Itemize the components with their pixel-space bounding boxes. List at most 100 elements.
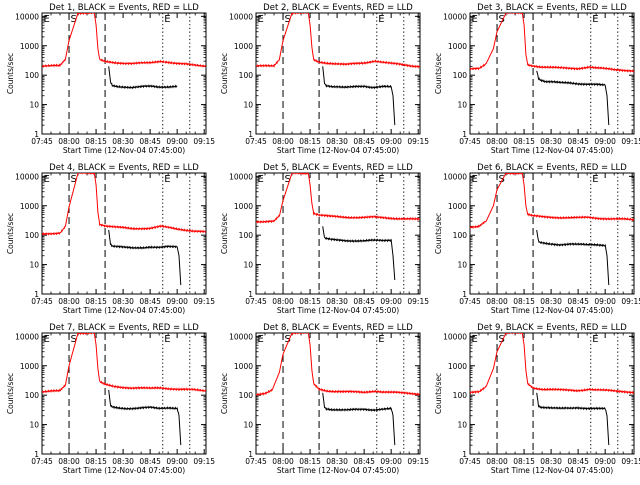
x-tick-label: 08:00 [486, 137, 508, 146]
chart-title: Det 6, BLACK = Events, RED = LLD [477, 163, 627, 173]
lld-rate-series [470, 13, 634, 73]
chart-title: Det 8, BLACK = Events, RED = LLD [263, 323, 413, 333]
y-tick-label: 10000 [15, 332, 39, 341]
chart-title: Det 2, BLACK = Events, RED = LLD [263, 3, 413, 13]
x-tick-label: 08:45 [139, 137, 161, 146]
y-tick-label: 1 [34, 290, 39, 299]
y-axis-label: Counts/sec [6, 373, 15, 414]
chart-panel-5: Det 5, BLACK = Events, RED = LLD 1 10 100 10… [220, 163, 429, 315]
x-tick-label: 08:15 [299, 297, 321, 306]
y-tick-label: 10000 [229, 172, 253, 181]
chart-panel-2: Det 2, BLACK = Events, RED = LLD 1 10 100 10… [220, 3, 429, 155]
y-tick-label: 10 [243, 261, 253, 270]
y-tick-label: 10000 [443, 332, 467, 341]
x-axis-label: Start Time (12-Nov-04 07:45:00) [63, 306, 185, 315]
chart-panel-7: Det 7, BLACK = Events, RED = LLD 1 10 100 10… [6, 323, 215, 475]
x-axis-label: Start Time (12-Nov-04 07:45:00) [491, 146, 613, 155]
x-tick-label: 08:30 [326, 137, 348, 146]
x-axis-label: Start Time (12-Nov-04 07:45:00) [491, 306, 613, 315]
events-rate-series [108, 66, 178, 90]
plot-frame [41, 12, 207, 135]
x-tick-label: 09:15 [407, 297, 429, 306]
x-tick-label: 07:45 [459, 297, 481, 306]
y-tick-label: 1 [462, 450, 467, 459]
x-tick-label: 08:15 [299, 137, 321, 146]
y-tick-label: 10 [243, 101, 253, 110]
y-tick-label: 10 [243, 421, 253, 430]
x-tick-label: 08:30 [326, 457, 348, 466]
x-tick-label: 08:15 [85, 137, 107, 146]
chart-panel-8: Det 8, BLACK = Events, RED = LLD 1 10 100 10… [220, 323, 429, 475]
y-tick-label: 10000 [443, 172, 467, 181]
plot-frame [255, 332, 421, 455]
events-rate-series [536, 70, 610, 126]
x-tick-label: 09:15 [621, 297, 640, 306]
y-tick-label: 1000 [20, 42, 39, 51]
x-tick-label: 09:15 [193, 457, 215, 466]
y-tick-label: 100 [453, 231, 468, 240]
x-tick-label: 07:45 [31, 457, 53, 466]
x-tick-label: 08:45 [139, 457, 161, 466]
time-marker-label: E [472, 14, 478, 25]
x-tick-label: 07:45 [459, 457, 481, 466]
x-tick-label: 09:00 [380, 297, 402, 306]
time-marker-label: E [592, 334, 598, 345]
x-tick-label: 08:45 [353, 457, 375, 466]
time-marker-label: S [71, 174, 77, 185]
time-marker-label: E [258, 174, 264, 185]
chart-panel-9: Det 9, BLACK = Events, RED = LLD 1 10 100 10… [434, 323, 640, 475]
time-marker-label: E [472, 334, 478, 345]
time-marker-label: S [285, 14, 291, 25]
x-tick-label: 08:15 [513, 137, 535, 146]
x-axis-label: Start Time (12-Nov-04 07:45:00) [277, 146, 399, 155]
y-tick-label: 1000 [234, 202, 253, 211]
x-tick-label: 09:15 [407, 457, 429, 466]
x-axis-label: Start Time (12-Nov-04 07:45:00) [277, 466, 399, 475]
x-tick-label: 07:45 [31, 297, 53, 306]
y-tick-label: 100 [239, 391, 254, 400]
events-rate-series [322, 392, 396, 446]
x-tick-label: 08:30 [112, 137, 134, 146]
y-tick-label: 100 [25, 231, 40, 240]
y-axis-label: Counts/sec [434, 53, 443, 94]
x-tick-label: 08:30 [540, 297, 562, 306]
y-tick-label: 1 [248, 450, 253, 459]
x-tick-label: 09:15 [193, 297, 215, 306]
y-tick-label: 100 [25, 71, 40, 80]
time-marker-label: S [71, 334, 77, 345]
lld-rate-series [42, 333, 206, 394]
y-tick-label: 10 [29, 261, 39, 270]
chart-title: Det 4, BLACK = Events, RED = LLD [49, 163, 199, 173]
y-tick-label: 1 [462, 290, 467, 299]
chart-title: Det 7, BLACK = Events, RED = LLD [49, 323, 199, 333]
x-tick-label: 09:00 [594, 137, 616, 146]
chart-title: Det 5, BLACK = Events, RED = LLD [263, 163, 413, 173]
lld-rate-series [42, 13, 206, 69]
x-tick-label: 08:00 [486, 297, 508, 306]
y-tick-label: 1000 [234, 42, 253, 51]
y-tick-label: 100 [25, 391, 40, 400]
y-axis-label: Counts/sec [6, 53, 15, 94]
plot-frame [469, 332, 635, 455]
y-tick-label: 10 [457, 101, 467, 110]
time-marker-label: E [44, 334, 50, 345]
events-rate-series [536, 392, 610, 446]
x-tick-label: 08:30 [326, 297, 348, 306]
x-tick-label: 07:45 [245, 457, 267, 466]
x-tick-label: 08:45 [139, 297, 161, 306]
lld-rate-series [470, 173, 634, 229]
y-axis-label: Counts/sec [6, 213, 15, 254]
y-tick-label: 100 [239, 71, 254, 80]
y-tick-label: 1000 [234, 362, 253, 371]
y-tick-label: 1 [34, 450, 39, 459]
time-marker-label: S [71, 14, 77, 25]
time-marker-label: E [592, 174, 598, 185]
x-tick-label: 09:15 [621, 457, 640, 466]
y-tick-label: 1 [462, 130, 467, 139]
y-tick-label: 10 [29, 421, 39, 430]
plot-frame [255, 12, 421, 135]
x-tick-label: 08:30 [540, 457, 562, 466]
x-tick-label: 08:30 [112, 457, 134, 466]
x-tick-label: 08:00 [272, 137, 294, 146]
y-tick-label: 10 [29, 101, 39, 110]
